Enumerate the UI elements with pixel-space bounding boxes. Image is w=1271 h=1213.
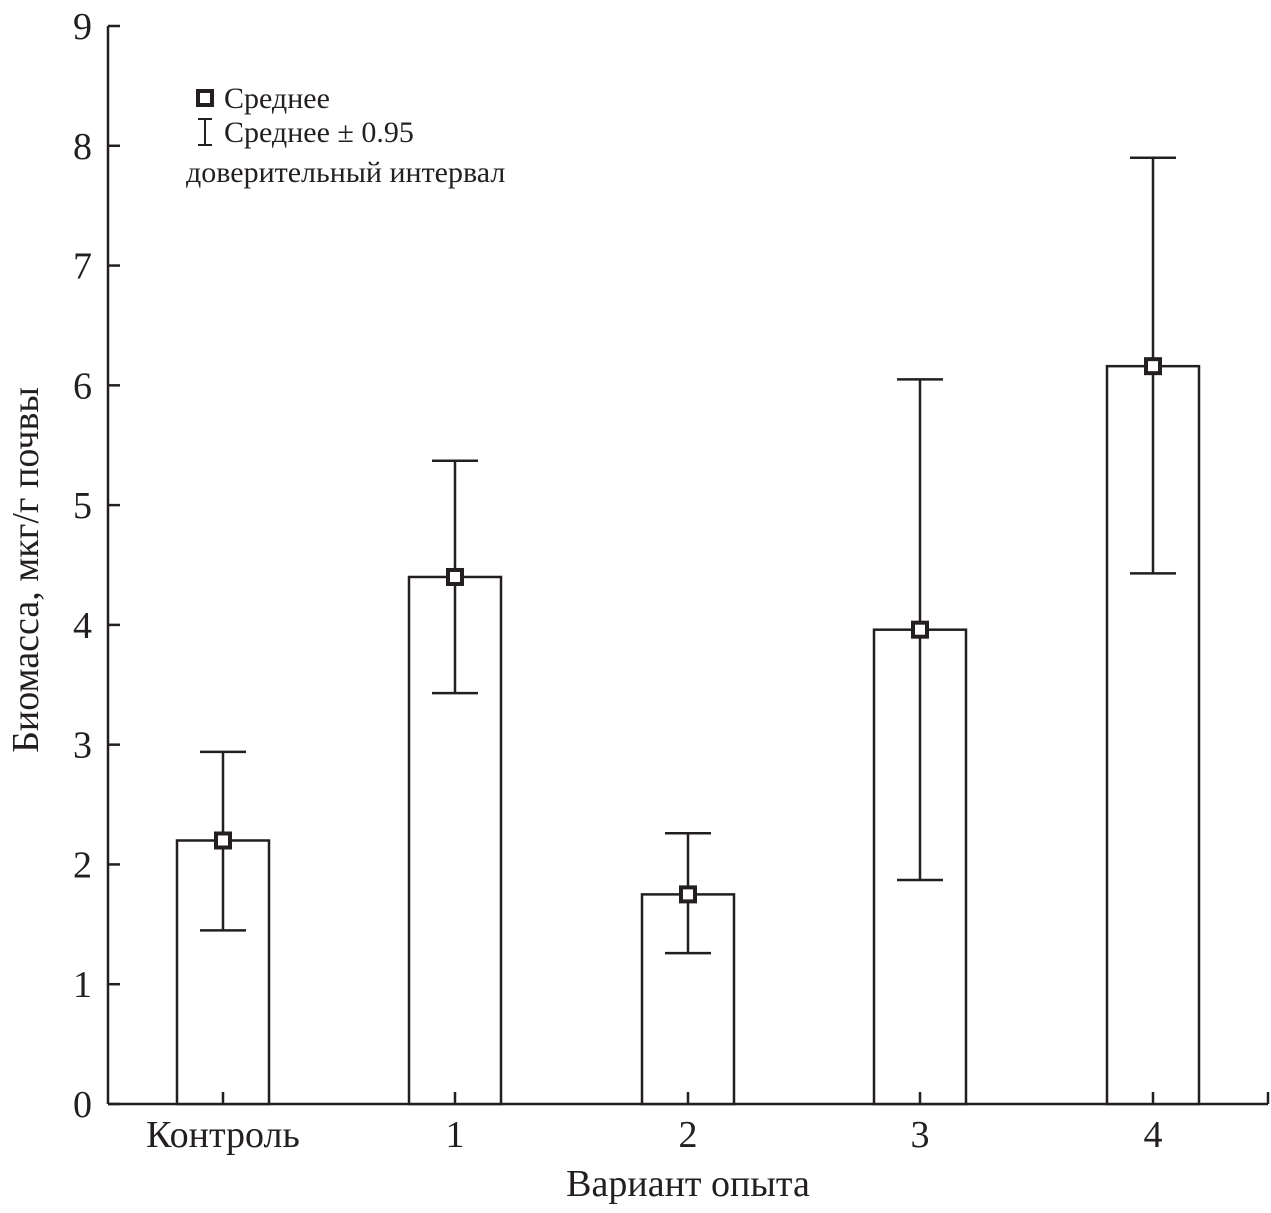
mean-marker: [214, 831, 232, 850]
legend-mean-marker-icon: [196, 89, 214, 107]
y-tick-label: 5: [73, 485, 92, 527]
mean-marker: [446, 567, 464, 586]
x-tick-label: 2: [679, 1114, 698, 1156]
legend-error-bar-icon: [198, 118, 212, 146]
y-ticks: 0 1 2 3 4 5 6 7 8 9: [73, 6, 120, 1126]
y-axis-title: Биомасса, мкг/г почвы: [5, 387, 47, 753]
x-ticks: Контроль 1 2 3 4: [146, 1092, 1163, 1156]
y-tick-label: 0: [73, 1084, 92, 1126]
y-tick-label: 8: [73, 126, 92, 168]
x-axis-title: Вариант опыта: [566, 1163, 810, 1205]
legend: Среднее Среднее ± 0.95 доверительный инт…: [186, 82, 505, 189]
legend-mean-label: Среднее: [224, 82, 330, 115]
mean-markers: [214, 357, 1162, 904]
mean-marker: [911, 620, 929, 639]
bar: [175, 839, 271, 1106]
y-tick-label: 1: [73, 964, 92, 1006]
y-tick-label: 6: [73, 365, 92, 407]
x-tick-label: 1: [446, 1114, 465, 1156]
y-tick-label: 2: [73, 844, 92, 886]
legend-ci-label-2: доверительный интервал: [186, 156, 505, 189]
mean-marker: [1144, 357, 1162, 376]
legend-ci-label: Среднее ± 0.95: [224, 116, 414, 149]
bars: [175, 364, 1201, 1106]
error-bars: [200, 156, 1176, 955]
y-tick-label: 7: [73, 246, 92, 288]
mean-marker: [679, 885, 697, 904]
y-tick-label: 9: [73, 6, 92, 48]
y-tick-label: 4: [73, 605, 92, 647]
y-tick-label: 3: [73, 725, 92, 767]
x-tick-label: Контроль: [146, 1114, 300, 1156]
x-tick-label: 4: [1144, 1114, 1163, 1156]
x-tick-label: 3: [911, 1114, 930, 1156]
